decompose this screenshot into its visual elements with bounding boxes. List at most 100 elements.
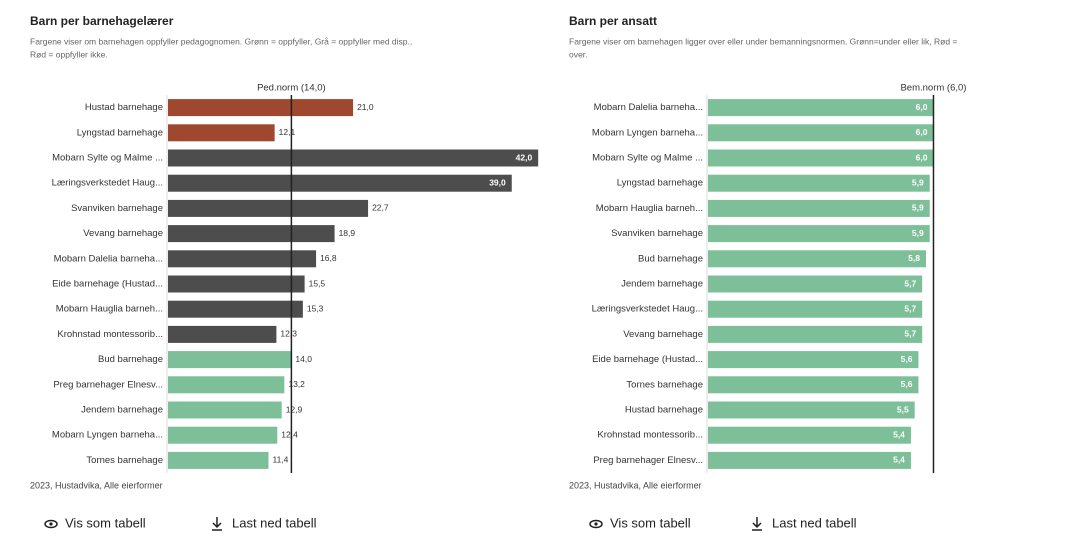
value-label: 5,9 <box>912 228 924 238</box>
note: 2023, Hustadvika, Alle eierformer <box>569 480 702 490</box>
download-icon <box>212 517 222 531</box>
value-label: 13,2 <box>288 379 305 389</box>
button-label: Last ned tabell <box>232 515 317 530</box>
category-label: Læringsverkstedet Haug... <box>592 304 703 315</box>
category-label: Eide barnehage (Hustad... <box>592 354 703 365</box>
category-label: Lyngstad barnehage <box>77 127 163 138</box>
value-label: 5,6 <box>901 379 913 389</box>
download-icon <box>752 517 762 531</box>
category-label: Bud barnehage <box>638 253 703 264</box>
eye-pupil <box>594 522 598 526</box>
category-label: Preg barnehager Elnesv... <box>593 455 703 466</box>
value-label: 21,0 <box>357 102 374 112</box>
value-label: 5,7 <box>904 329 916 339</box>
value-label: 6,0 <box>916 102 928 112</box>
value-label: 12,1 <box>279 127 296 137</box>
category-label: Hustad barnehage <box>625 405 703 416</box>
category-label: Tornes barnehage <box>86 455 163 466</box>
value-label: 16,8 <box>320 253 337 263</box>
category-label: Tornes barnehage <box>626 379 703 390</box>
chart-subtitle: Fargene viser om barnehagen oppfyller pe… <box>30 36 412 46</box>
button-label: Last ned tabell <box>772 515 857 530</box>
bar <box>168 225 335 243</box>
bar <box>168 426 278 444</box>
category-label: Bud barnehage <box>98 354 163 365</box>
value-label: 5,4 <box>893 429 905 439</box>
category-label: Svanviken barnehage <box>611 228 703 239</box>
bar <box>708 199 930 217</box>
value-label: 5,7 <box>904 278 916 288</box>
bar <box>168 199 369 217</box>
chart-title: Barn per ansatt <box>569 14 657 28</box>
category-label: Vevang barnehage <box>623 329 703 340</box>
bar <box>168 99 354 117</box>
download-button[interactable]: Last ned tabell <box>212 515 317 531</box>
note: 2023, Hustadvika, Alle eierformer <box>30 480 163 490</box>
value-label: 5,7 <box>904 303 916 313</box>
bar <box>708 300 923 318</box>
bar <box>708 351 919 369</box>
eye-icon <box>589 519 603 529</box>
value-label: 14,0 <box>295 354 312 364</box>
category-label: Svanviken barnehage <box>71 203 163 214</box>
category-label: Mobarn Sylte og Malme ... <box>592 153 703 164</box>
category-label: Krohnstad montessorib... <box>57 329 163 340</box>
value-label: 5,9 <box>912 177 924 187</box>
category-label: Eide barnehage (Hustad... <box>52 279 163 290</box>
bar <box>708 250 926 268</box>
bar <box>708 325 923 343</box>
bar <box>168 174 512 192</box>
category-label: Mobarn Dalelia barneha... <box>594 102 703 113</box>
eye-icon <box>44 519 58 529</box>
value-label: 18,9 <box>339 228 356 238</box>
value-label: 11,4 <box>272 455 288 465</box>
chart-subtitle: over. <box>569 49 587 59</box>
button-label: Vis som tabell <box>65 515 146 530</box>
eye-pupil <box>49 522 53 526</box>
category-label: Mobarn Sylte og Malme ... <box>52 153 163 164</box>
value-label: 12,9 <box>286 404 303 414</box>
category-label: Hustad barnehage <box>85 102 163 113</box>
value-label: 5,9 <box>912 203 924 213</box>
reference-label: Ped.norm (14,0) <box>257 83 326 94</box>
value-label: 6,0 <box>916 127 928 137</box>
value-label: 5,4 <box>893 455 905 465</box>
category-label: Jendem barnehage <box>81 405 163 416</box>
category-label: Mobarn Lyngen barneha... <box>592 127 703 138</box>
show-table-button[interactable]: Vis som tabell <box>44 515 146 530</box>
bar <box>708 174 930 192</box>
category-label: Mobarn Lyngen barneha... <box>52 430 163 441</box>
button-label: Vis som tabell <box>610 515 691 530</box>
chart-subtitle: Rød = oppfyller ikke. <box>30 49 108 59</box>
bar <box>708 124 934 142</box>
bar <box>168 250 317 268</box>
category-label: Jendem barnehage <box>621 279 703 290</box>
bar <box>168 325 277 343</box>
value-label: 12,4 <box>281 429 298 439</box>
reference-label: Bem.norm (6,0) <box>900 83 966 94</box>
category-label: Læringsverkstedet Haug... <box>52 178 163 189</box>
category-label: Krohnstad montessorib... <box>597 430 703 441</box>
bar <box>168 275 305 293</box>
category-label: Preg barnehager Elnesv... <box>53 379 163 390</box>
category-label: Mobarn Dalelia barneha... <box>54 253 163 264</box>
value-label: 12,3 <box>280 329 297 339</box>
value-label: 22,7 <box>372 203 389 213</box>
value-label: 15,3 <box>307 303 324 313</box>
value-label: 42,0 <box>516 152 533 162</box>
value-label: 5,8 <box>908 253 920 263</box>
category-label: Mobarn Hauglia barneh... <box>596 203 703 214</box>
category-label: Lyngstad barnehage <box>617 178 703 189</box>
chart-subtitle: Fargene viser om barnehagen ligger over … <box>569 36 957 46</box>
bar <box>168 451 269 469</box>
download-button[interactable]: Last ned tabell <box>752 515 857 531</box>
bar <box>168 351 292 369</box>
show-table-button[interactable]: Vis som tabell <box>589 515 691 530</box>
bar <box>708 376 919 394</box>
bar <box>708 225 930 243</box>
bar <box>708 99 934 117</box>
bar <box>168 124 275 142</box>
bar <box>708 275 923 293</box>
value-label: 5,5 <box>897 404 909 414</box>
